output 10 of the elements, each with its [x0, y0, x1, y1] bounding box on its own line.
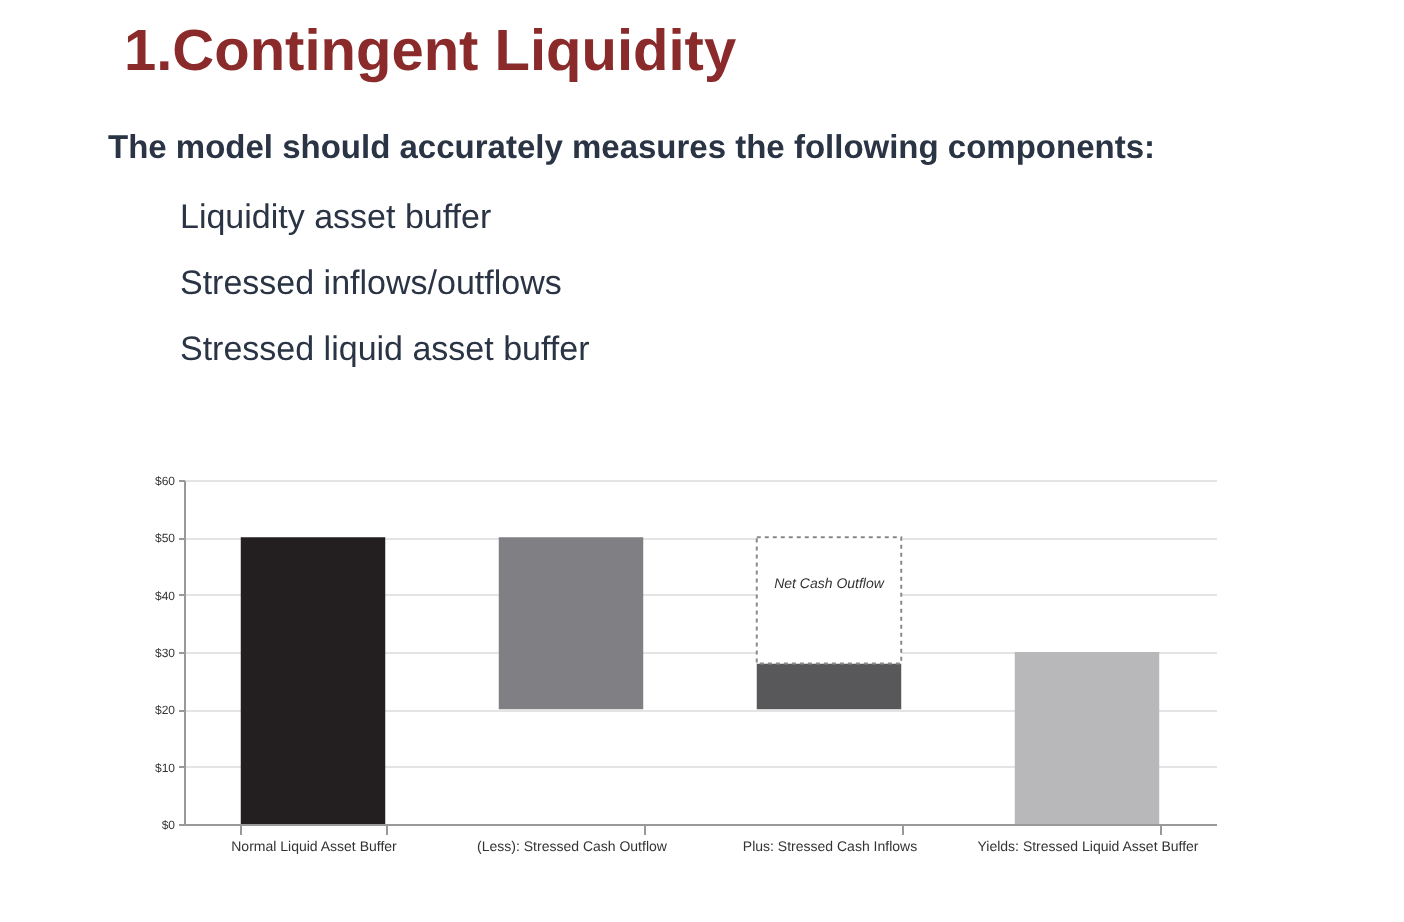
bar: [498, 537, 644, 710]
text: Liquidity asset buffer: [180, 198, 492, 236]
bar: [1014, 652, 1160, 824]
bar: [240, 537, 386, 824]
bar: [755, 536, 903, 665]
text: Stressed liquid asset buffer: [180, 330, 591, 368]
text: Stressed inflows/outflows: [180, 264, 562, 302]
chart-subtitle: The model should accurately measures the following components:: [108, 130, 1156, 166]
bar: [756, 663, 902, 710]
chart-title: 1.Contingent Liquidity: [124, 20, 737, 84]
